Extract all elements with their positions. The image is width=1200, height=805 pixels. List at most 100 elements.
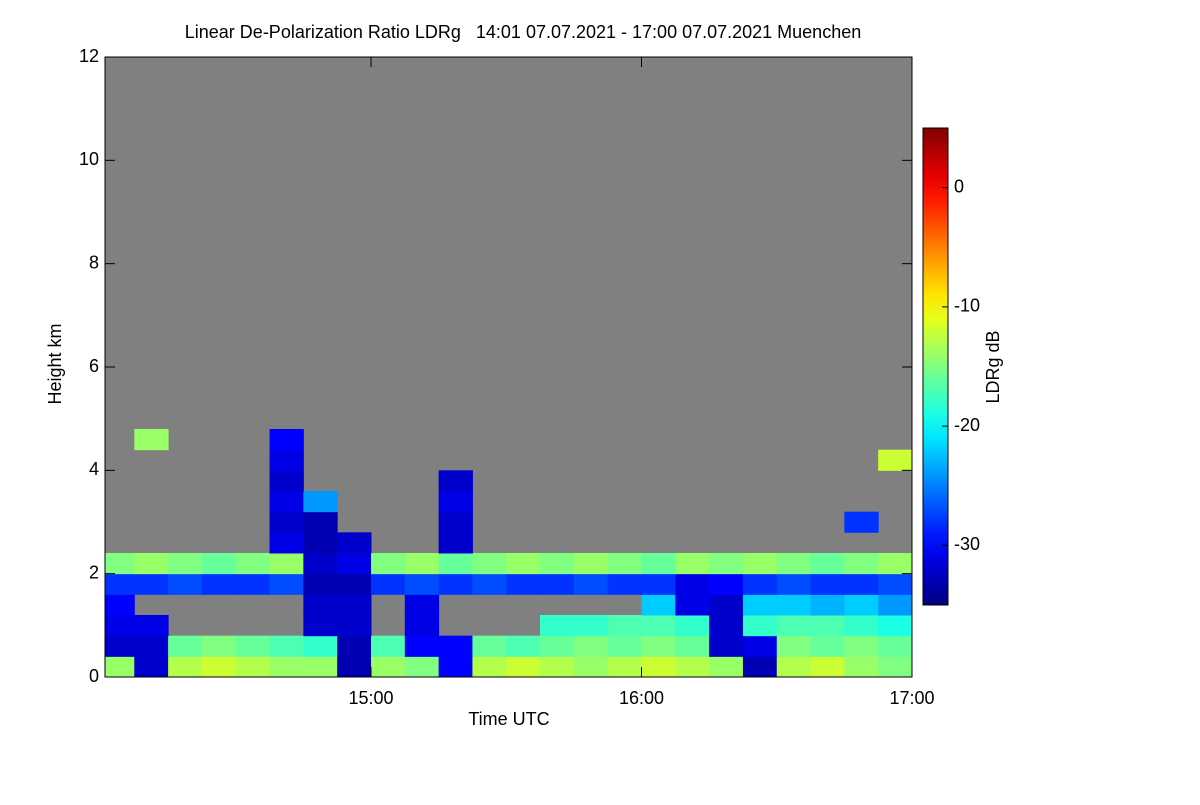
- heatmap-cell: [742, 656, 778, 677]
- heatmap-cell: [105, 594, 135, 616]
- heatmap-cell: [337, 573, 372, 595]
- heatmap-cell: [269, 553, 304, 575]
- heatmap-cell: [303, 615, 338, 637]
- x-tick-label: 16:00: [619, 688, 664, 708]
- heatmap-cell: [472, 656, 507, 677]
- x-tick-label: 17:00: [889, 688, 934, 708]
- heatmap-cell: [810, 635, 845, 657]
- heatmap-cell: [201, 656, 237, 677]
- y-tick-label: 6: [89, 356, 99, 376]
- y-tick-label: 8: [89, 252, 99, 272]
- heatmap-cell: [337, 553, 372, 575]
- chart-title: Linear De-Polarization Ratio LDRg 14:01 …: [185, 22, 861, 42]
- heatmap-cell: [709, 635, 744, 657]
- heatmap-cell: [269, 449, 304, 471]
- heatmap-cell: [134, 635, 169, 657]
- heatmap-cell: [438, 532, 473, 554]
- heatmap-cell: [540, 615, 575, 637]
- heatmap-cell: [201, 553, 237, 575]
- heatmap-cell: [105, 656, 135, 677]
- heatmap-cell: [370, 635, 406, 657]
- heatmap-cell: [438, 511, 473, 533]
- heatmap-cell: [607, 656, 642, 677]
- heatmap-cell: [506, 635, 541, 657]
- y-axis-label: Height km: [45, 323, 65, 404]
- heatmap-cell: [709, 573, 744, 595]
- x-axis-label: Time UTC: [468, 709, 549, 729]
- heatmap-cell: [709, 615, 744, 637]
- colorbar-tick-label: -20: [954, 415, 980, 435]
- heatmap-cell: [641, 594, 676, 616]
- heatmap-cell: [303, 594, 338, 616]
- heatmap-cell: [168, 553, 203, 575]
- heatmap-cell: [105, 615, 135, 637]
- heatmap-cell: [438, 635, 473, 657]
- heatmap-cell: [168, 573, 203, 595]
- heatmap-cell: [641, 635, 676, 657]
- heatmap-cell: [235, 573, 271, 595]
- heatmap-cell: [844, 573, 879, 595]
- heatmap-cell: [810, 615, 845, 637]
- heatmap-cell: [641, 553, 676, 575]
- y-tick-label: 4: [89, 459, 99, 479]
- heatmap-cell: [776, 594, 812, 616]
- heatmap-cell: [641, 573, 676, 595]
- colorbar-tick-label: -10: [954, 296, 980, 316]
- heatmap-cell: [776, 573, 812, 595]
- heatmap-cell: [878, 573, 912, 595]
- heatmap-cell: [810, 553, 845, 575]
- colorbar-tick-label: -30: [954, 534, 980, 554]
- heatmap-cell: [337, 635, 372, 657]
- heatmap-cell: [303, 511, 338, 533]
- heatmap-cell: [709, 594, 744, 616]
- heatmap-cell: [709, 553, 744, 575]
- heatmap-cell: [675, 573, 710, 595]
- heatmap-cell: [404, 635, 440, 657]
- heatmap-cell: [641, 656, 676, 677]
- heatmap-cell: [235, 635, 271, 657]
- y-tick-label: 10: [79, 149, 99, 169]
- heatmap-cell: [742, 573, 778, 595]
- heatmap-cell: [269, 511, 304, 533]
- heatmap-cell: [303, 532, 338, 554]
- y-tick-label: 0: [89, 666, 99, 686]
- heatmap-cell: [878, 615, 912, 637]
- heatmap-cell: [506, 553, 541, 575]
- heatmap-cell: [134, 615, 169, 637]
- heatmap-cell: [337, 532, 372, 554]
- heatmap-cell: [641, 615, 676, 637]
- heatmap-cell: [303, 656, 338, 677]
- heatmap-cell: [573, 656, 609, 677]
- heatmap-cell: [776, 635, 812, 657]
- heatmap-cell: [438, 656, 473, 677]
- heatmap-cell: [303, 553, 338, 575]
- x-tick-label: 15:00: [348, 688, 393, 708]
- heatmap-cell: [810, 573, 845, 595]
- heatmap-cell: [438, 491, 473, 513]
- heatmap-cell: [742, 615, 778, 637]
- heatmap-cell: [540, 573, 575, 595]
- heatmap-cell: [201, 635, 237, 657]
- heatmap-cell: [810, 656, 845, 677]
- heatmap-cell: [810, 594, 845, 616]
- y-tick-label: 2: [89, 562, 99, 582]
- heatmap-cell: [540, 553, 575, 575]
- heatmap-cell: [105, 635, 135, 657]
- heatmap-cell: [404, 553, 440, 575]
- heatmap-cell: [878, 449, 912, 471]
- heatmap-cell: [742, 635, 778, 657]
- heatmap-cell: [438, 470, 473, 492]
- heatmap-cell: [607, 553, 642, 575]
- heatmap-cell: [878, 656, 912, 677]
- heatmap-cell: [134, 656, 169, 677]
- heatmap-cell: [404, 615, 440, 637]
- heatmap-cell: [573, 615, 609, 637]
- heatmap-cell: [370, 573, 406, 595]
- heatmap: [105, 429, 912, 677]
- heatmap-cell: [438, 573, 473, 595]
- heatmap-cell: [506, 656, 541, 677]
- heatmap-cell: [675, 553, 710, 575]
- heatmap-cell: [201, 573, 237, 595]
- heatmap-cell: [742, 553, 778, 575]
